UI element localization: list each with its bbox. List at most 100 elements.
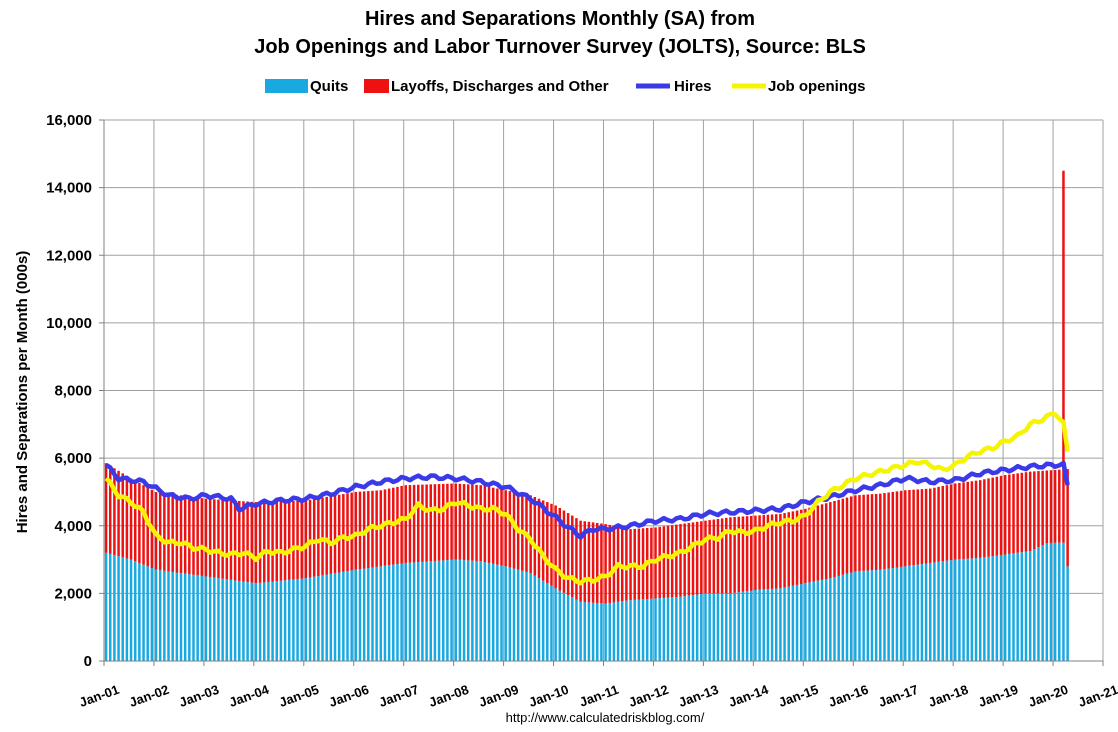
quits-bar — [158, 570, 162, 661]
quits-bar — [820, 579, 824, 661]
layoffs-bar — [466, 484, 470, 561]
quits-bar — [325, 574, 328, 661]
quits-bar — [154, 569, 158, 661]
layoffs-bar — [687, 522, 691, 596]
y-tick-label: 14,000 — [46, 180, 92, 197]
layoffs-bar — [562, 510, 566, 593]
layoffs-bar — [662, 526, 666, 598]
quits-bar — [716, 593, 720, 661]
quits-bar — [133, 561, 137, 661]
quits-bar — [675, 597, 678, 661]
layoffs-bar — [233, 500, 237, 581]
quits-bar — [300, 578, 303, 661]
quits-bar — [941, 561, 944, 661]
quits-bar — [217, 578, 220, 661]
quits-bar — [142, 564, 145, 661]
layoffs-bar — [758, 515, 761, 590]
layoffs-bar — [1008, 474, 1011, 554]
layoffs-bar — [820, 504, 824, 580]
layoffs-bar — [962, 482, 965, 559]
layoffs-bar — [575, 518, 578, 600]
source-url: http://www.calculatedriskblog.com/ — [506, 710, 705, 725]
layoffs-bar — [700, 521, 703, 594]
quits-bar — [1012, 553, 1015, 661]
layoffs-bar — [745, 516, 749, 592]
quits-bar — [171, 571, 174, 661]
layoffs-bar — [774, 514, 778, 589]
layoffs-bar — [225, 500, 229, 580]
layoffs-bar — [396, 486, 399, 565]
quits-bar — [383, 565, 387, 661]
quits-bar — [700, 593, 703, 661]
quits-bar — [795, 584, 799, 661]
layoffs-bar — [387, 488, 391, 566]
quits-bar — [412, 562, 416, 661]
layoffs-bar — [862, 494, 865, 571]
layoffs-bar — [117, 470, 120, 557]
layoffs-bar — [213, 499, 216, 578]
quits-bar — [616, 601, 620, 661]
layoffs-bar — [546, 502, 549, 584]
layoffs-bar — [242, 501, 245, 582]
layoffs-bar — [462, 484, 466, 561]
chart-title-line2: Job Openings and Labor Turnover Survey (… — [254, 36, 866, 58]
quits-bar — [396, 564, 399, 661]
quits-bar — [1045, 543, 1049, 661]
layoffs-bar — [833, 500, 836, 578]
quits-bar — [1053, 542, 1057, 661]
layoffs-bar — [133, 480, 137, 562]
quits-bar — [924, 563, 928, 661]
layoffs-bar — [883, 493, 886, 570]
layoffs-bar — [412, 484, 416, 563]
quits-bar — [575, 599, 578, 661]
quits-bar — [758, 589, 761, 661]
layoffs-bar — [600, 523, 603, 604]
quits-bar — [600, 603, 603, 661]
quits-bar — [346, 571, 349, 661]
quits-bar — [483, 562, 487, 661]
legend-label-hires: Hires — [674, 78, 712, 95]
layoffs-bar — [741, 516, 745, 592]
legend-swatch-quits — [265, 79, 308, 93]
quits-bar — [1028, 551, 1032, 661]
layoffs-bar — [450, 483, 453, 560]
quits-bar — [500, 565, 503, 661]
x-tick-labels: Jan-01 Jan-02 Jan-03 Jan-04 Jan-05 Jan-06 Jan-… — [77, 681, 1118, 709]
quits-bar — [104, 552, 108, 661]
quits-bar — [858, 571, 861, 661]
quits-bar — [146, 566, 149, 661]
quits-bar — [583, 602, 587, 661]
layoffs-bar — [870, 494, 874, 571]
x-tick-label: Jan-19 — [976, 682, 1020, 710]
layoffs-bar — [312, 498, 316, 577]
layoffs-bar — [970, 481, 974, 559]
quits-bar — [392, 564, 395, 661]
layoffs-bar — [1062, 170, 1065, 543]
quits-bar — [525, 571, 528, 661]
quits-bar — [904, 566, 907, 661]
quits-bar — [829, 578, 832, 661]
layoffs-bar — [558, 507, 562, 591]
quits-bar — [637, 599, 641, 661]
layoffs-bar — [812, 506, 815, 582]
y-tick-label: 0 — [84, 653, 92, 670]
quits-bar — [608, 602, 611, 661]
quits-bar — [537, 578, 541, 661]
quits-bar — [833, 577, 836, 661]
quits-bar — [695, 594, 699, 661]
quits-bar — [625, 600, 628, 661]
layoffs-bar — [171, 494, 174, 572]
layoffs-bar — [179, 495, 183, 574]
quits-bar — [596, 602, 599, 661]
layoffs-bar — [229, 500, 233, 580]
layoffs-bar — [983, 479, 986, 558]
layoffs-bar — [849, 496, 853, 573]
layoffs-bar — [591, 522, 595, 603]
quits-bar — [683, 596, 686, 661]
layoffs-bar — [292, 500, 295, 580]
quits-bar — [541, 580, 545, 661]
quits-bar — [879, 569, 882, 661]
layoffs-bar — [949, 484, 953, 561]
layoffs-bar — [192, 497, 195, 575]
quits-bar — [983, 557, 986, 661]
